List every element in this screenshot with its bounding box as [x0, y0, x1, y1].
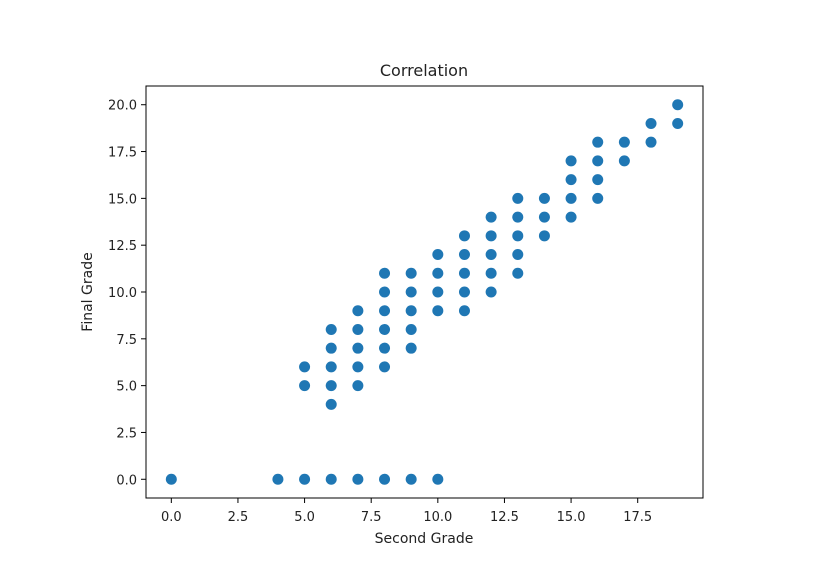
data-point [405, 473, 417, 485]
data-points [165, 99, 684, 485]
data-point [485, 286, 497, 298]
data-point [352, 473, 364, 485]
y-tick-label: 17.5 [108, 146, 137, 161]
data-point [325, 380, 337, 392]
y-tick-label: 20.0 [108, 99, 137, 114]
data-point [592, 174, 604, 186]
data-point [538, 192, 550, 204]
y-axis: 0.0 2.5 5.0 7.5 10.0 12.5 15.0 17.5 20.0 [108, 99, 146, 488]
x-tick-label: 10.0 [423, 510, 452, 525]
y-axis-title: Final Grade [80, 252, 96, 331]
data-point [352, 361, 364, 373]
data-point [458, 305, 470, 317]
data-point [299, 473, 311, 485]
data-point [512, 249, 524, 261]
data-point [538, 230, 550, 242]
y-tick-label: 0.0 [116, 473, 137, 488]
x-tick-label: 7.5 [361, 510, 382, 525]
data-point [405, 323, 417, 335]
data-point [672, 99, 684, 111]
data-point [432, 305, 444, 317]
x-axis-title: Second Grade [375, 531, 474, 547]
data-point [565, 155, 577, 167]
y-tick-label: 2.5 [116, 426, 137, 441]
data-point [379, 323, 391, 335]
x-tick-label: 5.0 [294, 510, 315, 525]
x-tick-label: 17.5 [623, 510, 652, 525]
data-point [485, 230, 497, 242]
data-point [458, 230, 470, 242]
data-point [672, 117, 684, 129]
x-tick-label: 15.0 [557, 510, 586, 525]
data-point [512, 192, 524, 204]
data-point [565, 174, 577, 186]
data-point [379, 267, 391, 279]
data-point [512, 211, 524, 223]
data-point [299, 380, 311, 392]
data-point [379, 286, 391, 298]
data-point [432, 473, 444, 485]
data-point [405, 305, 417, 317]
data-point [485, 211, 497, 223]
data-point [432, 286, 444, 298]
data-point [592, 155, 604, 167]
data-point [379, 361, 391, 373]
data-point [645, 136, 657, 148]
chart-title: Correlation [380, 61, 468, 80]
y-tick-label: 10.0 [108, 286, 137, 301]
plot-area [145, 85, 704, 499]
data-point [405, 342, 417, 354]
data-point [352, 342, 364, 354]
data-point [405, 267, 417, 279]
data-point [379, 473, 391, 485]
data-point [325, 473, 337, 485]
data-point [565, 192, 577, 204]
data-point [325, 342, 337, 354]
data-point [618, 155, 630, 167]
data-point [458, 286, 470, 298]
data-point [538, 211, 550, 223]
x-tick-label: 12.5 [490, 510, 519, 525]
data-point [272, 473, 284, 485]
y-tick-label: 5.0 [116, 380, 137, 395]
data-point [405, 286, 417, 298]
data-point [352, 380, 364, 392]
data-point [325, 398, 337, 410]
data-point [512, 230, 524, 242]
x-tick-label: 2.5 [228, 510, 249, 525]
y-tick-label: 12.5 [108, 239, 137, 254]
data-point [379, 342, 391, 354]
x-tick-label: 0.0 [161, 510, 182, 525]
data-point [485, 249, 497, 261]
data-point [432, 267, 444, 279]
data-point [565, 211, 577, 223]
data-point [379, 305, 391, 317]
data-point [645, 117, 657, 129]
data-point [592, 192, 604, 204]
data-point [458, 267, 470, 279]
data-point [458, 249, 470, 261]
data-point [352, 305, 364, 317]
data-point [299, 361, 311, 373]
data-point [485, 267, 497, 279]
data-point [512, 267, 524, 279]
data-point [618, 136, 630, 148]
data-point [325, 323, 337, 335]
data-point [325, 361, 337, 373]
data-point [592, 136, 604, 148]
y-tick-label: 15.0 [108, 192, 137, 207]
y-tick-label: 7.5 [116, 333, 137, 348]
data-point [432, 249, 444, 261]
data-point [352, 323, 364, 335]
data-point [165, 473, 177, 485]
x-axis: 0.0 2.5 5.0 7.5 10.0 12.5 15.0 17.5 [161, 498, 652, 525]
